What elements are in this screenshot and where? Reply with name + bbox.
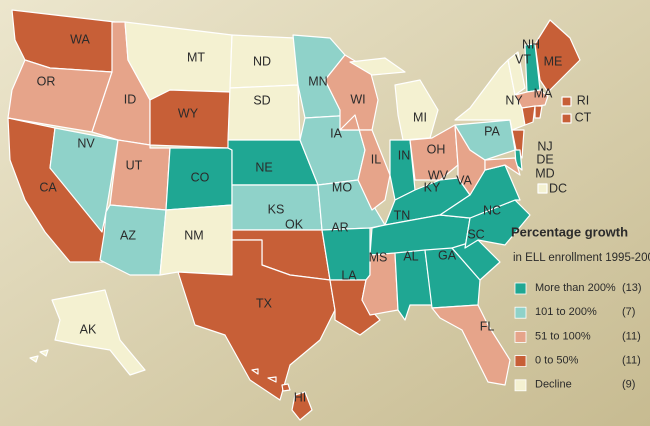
state-shape xyxy=(521,105,536,126)
state-shape xyxy=(507,51,526,96)
state-label: KY xyxy=(424,180,441,194)
state-label: AK xyxy=(80,322,97,336)
state-label: SD xyxy=(253,93,270,107)
state-shape xyxy=(534,105,543,119)
legend-count: (11) xyxy=(622,330,641,342)
state-shape xyxy=(431,304,511,386)
state-label: CT xyxy=(575,110,592,124)
legend-subtitle: in ELL enrollment 1995-2005 xyxy=(513,252,650,264)
state-label: NE xyxy=(255,160,272,174)
legend-swatch xyxy=(514,306,527,319)
state-shape xyxy=(537,183,548,194)
state-label: AZ xyxy=(120,228,136,242)
state-label: TX xyxy=(256,296,273,310)
legend-count: (7) xyxy=(622,306,635,318)
legend-swatch xyxy=(514,282,527,295)
state-label: NV xyxy=(77,136,95,150)
state-label: IL xyxy=(371,152,381,166)
state-label: NM xyxy=(184,228,203,242)
state-label: LA xyxy=(341,268,357,282)
states xyxy=(7,9,581,421)
legend-label: 0 to 50% xyxy=(535,355,579,367)
state-label: NJ xyxy=(537,139,552,153)
state-label: AL xyxy=(403,249,418,263)
state-shape xyxy=(424,247,481,309)
state-shape xyxy=(349,57,406,76)
legend-label: More than 200% xyxy=(535,282,616,294)
legend-swatch xyxy=(514,355,527,368)
state-shape xyxy=(534,19,581,93)
state-label: DC xyxy=(549,181,567,195)
state-shape xyxy=(511,129,525,159)
legend-label: Decline xyxy=(535,379,572,391)
state-shape xyxy=(339,114,391,211)
state-label: MD xyxy=(535,166,554,180)
state-shape xyxy=(251,368,259,375)
legend-count: (11) xyxy=(622,355,641,367)
state-label: OR xyxy=(37,74,56,88)
state-label: OH xyxy=(427,142,446,156)
state-label: SC xyxy=(467,227,484,241)
state-shape xyxy=(49,127,119,233)
state-label: HI xyxy=(294,390,307,404)
state-label: DE xyxy=(536,152,553,166)
state-label: ME xyxy=(544,54,563,68)
state-label: ND xyxy=(253,54,271,68)
state-label: MS xyxy=(369,250,388,264)
state-label: OK xyxy=(285,217,304,231)
state-shape xyxy=(267,376,277,383)
legend-swatch xyxy=(514,330,527,343)
legend: More than 200% (13) 101 to 200% (7) 51 to 10… xyxy=(514,282,642,392)
state-label: WA xyxy=(70,32,90,46)
state-shape xyxy=(109,139,171,211)
state-label: AR xyxy=(331,220,348,234)
state-label: VT xyxy=(515,52,531,66)
state-label: WI xyxy=(350,92,365,106)
state-label: VA xyxy=(456,173,472,187)
state-shape xyxy=(561,113,572,124)
state-label: GA xyxy=(438,248,457,262)
state-shape xyxy=(291,391,313,421)
legend-title: Percentage growth xyxy=(511,224,628,239)
state-label: NC xyxy=(483,203,501,217)
state-label: TN xyxy=(394,208,411,222)
state-label: CA xyxy=(39,180,57,194)
state-shape xyxy=(99,204,167,276)
state-label: MN xyxy=(308,74,327,88)
legend-label: 101 to 200% xyxy=(535,306,597,318)
state-label: PA xyxy=(484,124,500,138)
state-label: NH xyxy=(522,37,540,51)
state-label: UT xyxy=(126,158,143,172)
legend-count: (13) xyxy=(622,282,642,294)
state-label: WY xyxy=(178,106,199,120)
state-shape xyxy=(561,96,572,107)
state-label: KS xyxy=(268,202,285,216)
state-label: MO xyxy=(332,180,352,194)
state-shape xyxy=(177,239,336,401)
state-label: IA xyxy=(330,126,342,140)
state-label: MA xyxy=(534,86,553,100)
state-label: NY xyxy=(505,93,523,107)
state-shape xyxy=(29,355,39,363)
state-shape xyxy=(281,383,291,392)
state-shape xyxy=(39,349,49,357)
state-label: RI xyxy=(577,93,590,107)
state-label: FL xyxy=(480,319,495,333)
state-label: WV xyxy=(428,168,449,182)
state-shape xyxy=(51,289,146,376)
state-label: CO xyxy=(191,170,210,184)
state-label: IN xyxy=(398,148,411,162)
state-shape xyxy=(454,119,516,161)
state-label: MI xyxy=(413,110,427,124)
legend-label: 51 to 100% xyxy=(535,330,591,342)
legend-count: (9) xyxy=(622,379,635,391)
state-shape xyxy=(324,54,379,131)
state-label: ID xyxy=(124,92,137,106)
legend-swatch xyxy=(514,379,527,392)
state-label: MT xyxy=(187,50,205,64)
state-shape xyxy=(484,157,521,176)
